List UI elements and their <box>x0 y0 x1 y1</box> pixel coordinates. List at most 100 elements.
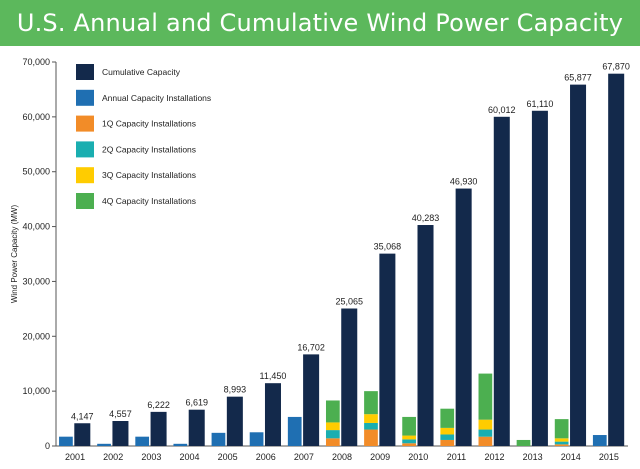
legend-swatch-q1 <box>76 115 94 132</box>
chart: 0 10,000 20,000 30,000 40,000 50,000 60,000 70,… <box>10 57 630 462</box>
bar-cumulative-capacity <box>150 411 167 446</box>
x-tick-label: 2003 <box>141 452 161 462</box>
bar-q4-installations <box>364 391 378 415</box>
y-tick-label: 70,000 <box>22 57 50 67</box>
cumulative-data-label: 6,222 <box>147 400 170 410</box>
legend-swatch-q3 <box>76 167 94 184</box>
x-tick-label: 2012 <box>485 452 505 462</box>
bar-cumulative-capacity <box>303 354 320 446</box>
y-tick-label: 40,000 <box>22 222 50 232</box>
cumulative-data-label: 8,993 <box>224 385 247 395</box>
chart-title: U.S. Annual and Cumulative Wind Power Ca… <box>16 9 624 83</box>
bar-q4-installations <box>440 408 455 428</box>
bar-q3-installations <box>440 427 455 435</box>
bar-annual-installations <box>59 436 73 446</box>
x-tick-label: 2015 <box>599 452 619 462</box>
x-tick-label: 2005 <box>218 452 238 462</box>
bar-annual-installations <box>249 432 264 446</box>
y-tick-label: 10,000 <box>22 386 50 396</box>
bar-q3-installations <box>478 419 493 430</box>
legend-label-q4: 4Q Capacity Installations <box>102 196 196 206</box>
bar-q1-installations <box>402 443 416 446</box>
legend-swatch-annual <box>76 89 94 106</box>
cumulative-data-label: 67,870 <box>602 62 630 72</box>
cumulative-data-label: 35,068 <box>374 242 402 252</box>
x-tick-label: 2004 <box>179 452 199 462</box>
bar-cumulative-capacity <box>74 423 91 446</box>
title-banner: U.S. Annual and Cumulative Wind Power Ca… <box>0 0 640 83</box>
bar-cumulative-capacity <box>112 421 129 446</box>
y-tick-label: 0 <box>45 441 50 451</box>
x-tick-label: 2001 <box>65 452 85 462</box>
cumulative-data-label: 46,930 <box>450 177 478 187</box>
bar-q3-installations <box>402 435 416 440</box>
x-tick-label: 2007 <box>294 452 314 462</box>
x-tick-label: 2006 <box>256 452 276 462</box>
cumulative-data-label: 25,065 <box>335 297 363 307</box>
cumulative-data-label: 60,012 <box>488 105 516 115</box>
bar-q2-installations <box>402 439 416 444</box>
bar-q2-installations <box>554 441 569 445</box>
bar-cumulative-capacity <box>341 308 358 446</box>
bar-cumulative-capacity <box>570 84 587 446</box>
bar-cumulative-capacity <box>379 253 396 446</box>
x-tick-label: 2013 <box>523 452 543 462</box>
bar-cumulative-capacity <box>455 188 472 447</box>
x-tick-label: 2014 <box>561 452 581 462</box>
legend-label-q3: 3Q Capacity Installations <box>102 170 196 180</box>
bar-annual-installations <box>287 416 302 446</box>
legend-swatch-cumulative <box>76 64 94 80</box>
legend-label-annual: Annual Capacity Installations <box>102 93 211 103</box>
y-tick-label: 60,000 <box>22 112 50 122</box>
bar-cumulative-capacity <box>264 383 281 446</box>
legend-label-q1: 1Q Capacity Installations <box>102 119 196 129</box>
y-tick-label: 20,000 <box>22 331 50 341</box>
legend-label-q2: 2Q Capacity Installations <box>102 144 196 154</box>
bar-q1-installations <box>325 438 340 446</box>
cumulative-data-label: 61,110 <box>526 99 553 109</box>
bar-q1-installations <box>478 436 493 446</box>
bar-annual-installations <box>592 435 607 446</box>
x-tick-label: 2002 <box>103 452 123 462</box>
bar-q3-installations <box>364 414 378 423</box>
y-tick-label: 30,000 <box>22 276 50 286</box>
bar-q4-installations <box>325 400 340 423</box>
cumulative-data-label: 4,147 <box>71 411 94 421</box>
bar-cumulative-capacity <box>188 409 205 446</box>
bar-q2-installations <box>440 434 455 440</box>
bar-q2-installations <box>364 422 378 430</box>
legend-swatch-q4 <box>76 193 94 209</box>
bar-cumulative-capacity <box>531 110 548 446</box>
bar-q4-installations <box>554 419 569 439</box>
cumulative-data-label: 65,877 <box>564 73 592 83</box>
cumulative-data-label: 4,557 <box>109 409 132 419</box>
bar-q2-installations <box>325 430 340 439</box>
bar-annual-installations <box>211 432 226 446</box>
bar-q1-installations <box>440 439 455 446</box>
x-tick-label: 2009 <box>370 452 390 462</box>
bar-cumulative-capacity <box>226 396 243 446</box>
bar-annual-installations <box>173 443 188 446</box>
bar-q3-installations <box>554 438 569 442</box>
cumulative-data-label: 11,450 <box>260 371 287 381</box>
bar-q4-installations <box>478 373 493 420</box>
bar-q2-installations <box>478 429 493 437</box>
cumulative-data-label: 6,619 <box>185 398 208 408</box>
cumulative-data-label: 16,702 <box>297 342 325 352</box>
bar-q4-installations <box>402 416 416 436</box>
bar-q3-installations <box>325 422 340 431</box>
y-tick-label: 50,000 <box>22 167 50 177</box>
legend-swatch-q2 <box>76 141 94 158</box>
bar-cumulative-capacity <box>493 116 510 446</box>
bar-q1-installations <box>364 429 378 446</box>
cumulative-data-label: 40,283 <box>412 213 440 223</box>
bar-annual-installations <box>135 436 150 446</box>
bar-cumulative-capacity <box>608 73 625 446</box>
bar-annual-installations <box>97 443 111 446</box>
x-tick-label: 2008 <box>332 452 352 462</box>
x-tick-label: 2010 <box>408 452 428 462</box>
x-tick-label: 2011 <box>447 452 466 462</box>
legend-label-cumulative: Cumulative Capacity <box>102 67 181 77</box>
bar-q4-installations <box>516 439 531 446</box>
bar-cumulative-capacity <box>417 225 434 446</box>
